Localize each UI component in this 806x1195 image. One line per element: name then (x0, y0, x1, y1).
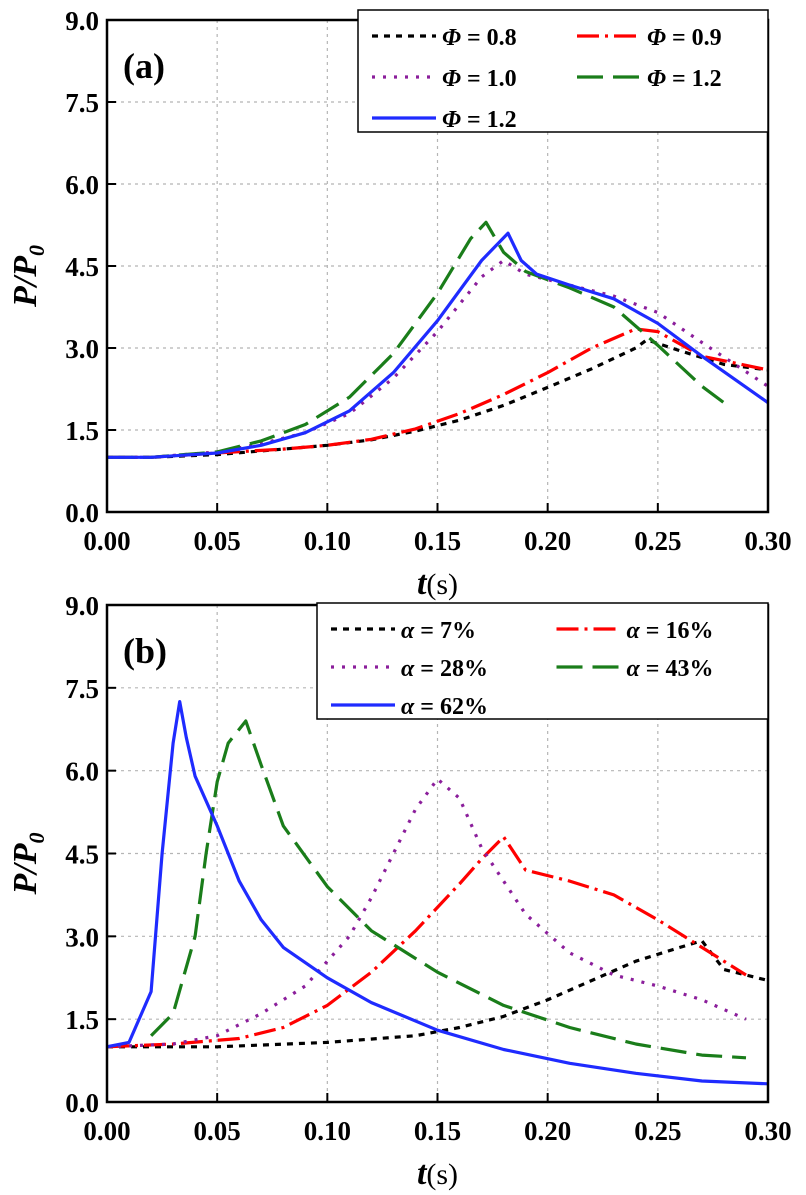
legend-box (357, 9, 769, 133)
legend-entry-value: = 62% (414, 694, 488, 720)
x-tick-label: 0.10 (304, 1116, 351, 1146)
x-tick-label: 0.25 (634, 1116, 681, 1146)
legend-entry-value: = 16% (640, 618, 714, 644)
x-axis-label-unit: (s) (426, 568, 458, 601)
legend-entry-4: Φ = 1.2 (442, 107, 517, 133)
legend-entry-symbol: Φ (442, 107, 461, 133)
legend-entry-1: Φ = 0.9 (647, 25, 722, 51)
x-axis-label-unit: (s) (426, 1158, 458, 1191)
legend-entry-value: = 7% (414, 618, 476, 644)
legend-entry-4: α = 62% (401, 694, 488, 720)
series-group (107, 220, 768, 459)
y-tick-label: 1.5 (65, 416, 99, 446)
y-tick-label: 7.5 (65, 88, 99, 118)
legend-entry-3: α = 43% (627, 656, 714, 682)
y-tick-label: 1.5 (65, 1005, 99, 1035)
legend-entry-symbol: Φ (647, 66, 666, 92)
legend: Φ = 0.8 Φ = 0.9Φ = 1.0 Φ = 1.2Φ = 1.2 (357, 9, 769, 133)
x-tick-label: 0.05 (194, 1116, 241, 1146)
x-tick-label: 0.20 (524, 1116, 571, 1146)
y-axis-label: P/P0 (7, 833, 49, 896)
legend-entry-value: = 1.2 (461, 107, 517, 133)
legend-entry-2: α = 28% (401, 656, 488, 682)
series-group (107, 699, 768, 1086)
series-line-1 (107, 327, 768, 459)
legend-entry-symbol: Φ (442, 25, 461, 51)
y-axis-label-main: P/P (7, 256, 44, 308)
x-tick-label: 0.00 (83, 1116, 130, 1146)
legend-entry-symbol: α (401, 656, 415, 682)
legend-entry-value: = 43% (640, 656, 714, 682)
legend-entry-value: = 0.8 (461, 25, 517, 51)
legend-entry-0: α = 7% (401, 618, 476, 644)
y-tick-label: 6.0 (65, 757, 99, 787)
legend-entry-value: = 0.9 (666, 25, 722, 51)
legend-entry-symbol: α (401, 618, 415, 644)
y-axis-label-subscript: 0 (24, 245, 49, 256)
x-tick-label: 0.15 (414, 526, 461, 556)
y-tick-label: 0.0 (65, 1088, 99, 1118)
y-tick-label: 3.0 (65, 334, 99, 364)
legend-entry-symbol: Φ (442, 66, 461, 92)
x-tick-label: 0.30 (744, 1116, 791, 1146)
series-line-4 (107, 699, 768, 1086)
legend-box (316, 602, 769, 720)
y-tick-label: 3.0 (65, 922, 99, 952)
legend-entry-value: = 1.0 (461, 66, 517, 92)
x-axis-label: t(s) (417, 565, 458, 602)
legend-entry-1: α = 16% (627, 618, 714, 644)
y-tick-label: 4.5 (65, 252, 99, 282)
legend-entry-value: = 28% (414, 656, 488, 682)
y-tick-label: 9.0 (65, 591, 99, 621)
legend-entry-3: Φ = 1.2 (647, 66, 722, 92)
y-axis-label: P/P0 (7, 245, 49, 308)
x-tick-label: 0.30 (744, 526, 791, 556)
legend-entry-2: Φ = 1.0 (442, 66, 517, 92)
y-tick-label: 0.0 (65, 498, 99, 528)
series-line-0 (107, 939, 768, 1049)
x-axis-label: t(s) (417, 1155, 458, 1192)
series-line-1 (107, 835, 747, 1049)
x-tick-label: 0.00 (83, 526, 130, 556)
y-tick-label: 7.5 (65, 674, 99, 704)
legend-entry-symbol: α (627, 656, 641, 682)
legend-entry-symbol: α (627, 618, 641, 644)
legend-entry-0: Φ = 0.8 (442, 25, 517, 51)
x-tick-label: 0.15 (414, 1116, 461, 1146)
y-tick-label: 6.0 (65, 170, 99, 200)
panel-label: (b) (123, 631, 167, 671)
series-line-3 (107, 220, 725, 459)
x-tick-label: 0.05 (194, 526, 241, 556)
legend-entry-symbol: Φ (647, 25, 666, 51)
series-line-2 (107, 777, 747, 1049)
panel-b: 0.00 0.05 0.10 0.15 0.20 0.25 0.30 0.0 1.5 3.0 4.5… (7, 591, 792, 1192)
y-tick-label: 9.0 (65, 6, 99, 36)
x-axis-label-symbol: t (417, 1155, 428, 1192)
series-line-3 (149, 719, 747, 1060)
x-tick-label: 0.25 (634, 526, 681, 556)
y-axis-label-main: P/P (7, 843, 44, 895)
series-line-4 (107, 231, 768, 459)
series-line-0 (107, 338, 768, 459)
panel-label: (a) (123, 46, 165, 86)
legend-entry-value: = 1.2 (666, 66, 722, 92)
y-axis-label-subscript: 0 (24, 833, 49, 844)
y-tick-label: 4.5 (65, 840, 99, 870)
legend-entry-symbol: α (401, 694, 415, 720)
x-tick-label: 0.20 (524, 526, 571, 556)
x-axis-label-symbol: t (417, 565, 428, 602)
x-tick-label: 0.10 (304, 526, 351, 556)
panel-a: 0.00 0.05 0.10 0.15 0.20 0.25 0.30 0.0 1.5 3.0 4.5… (7, 6, 792, 602)
legend: α = 7% α = 16%α = 28% α = 43%α = 62% (316, 602, 769, 720)
